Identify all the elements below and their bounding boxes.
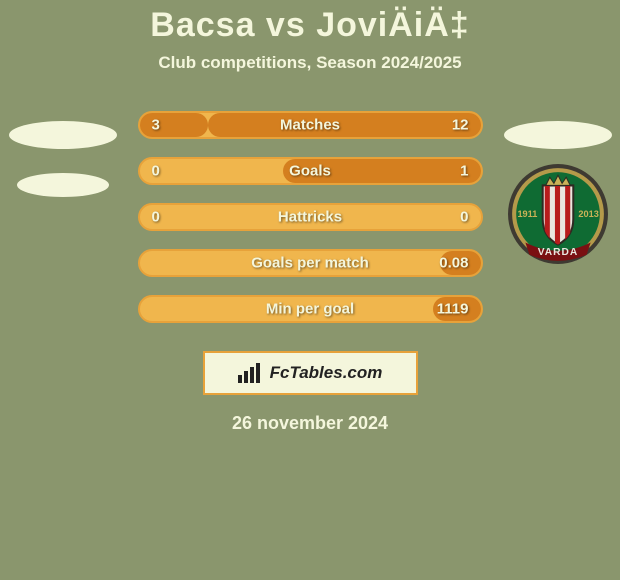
- stat-value-right: 12: [452, 117, 469, 134]
- bar-chart-icon: [238, 363, 264, 383]
- brand-text: FcTables.com: [270, 363, 383, 383]
- stat-bar: Min per goal 1119: [138, 295, 483, 323]
- right-ellipse: [504, 121, 612, 149]
- stat-bar: Goals per match 0.08: [138, 249, 483, 277]
- stat-label: Goals per match: [251, 255, 369, 272]
- stat-bars: Matches 3 12 Goals 0 1 Hattricks 0 0 Goals per ma…: [138, 111, 483, 323]
- brand-badge: FcTables.com: [203, 351, 418, 395]
- page-subtitle: Club competitions, Season 2024/2025: [0, 53, 620, 73]
- stat-value-right: 1: [460, 163, 468, 180]
- stat-bar-fill-right: [208, 113, 481, 137]
- stat-value-left: 0: [152, 163, 160, 180]
- stat-label: Min per goal: [266, 301, 354, 318]
- stat-bar: Hattricks 0 0: [138, 203, 483, 231]
- stat-value-right: 0: [460, 209, 468, 226]
- left-ellipse-1: [17, 173, 109, 197]
- left-player-column: [0, 111, 125, 197]
- stats-area: 1911 2013 VARDA Matches 3 12 Goals 0 1 Hattricks…: [0, 111, 620, 323]
- stat-bar-fill-left: [140, 113, 208, 137]
- left-ellipse-0: [9, 121, 117, 149]
- stat-value-right: 1119: [437, 301, 469, 318]
- svg-text:1911: 1911: [517, 209, 537, 219]
- stat-label: Matches: [280, 117, 340, 134]
- stat-label: Goals: [289, 163, 331, 180]
- svg-text:2013: 2013: [578, 209, 598, 219]
- stat-value-left: 0: [152, 209, 160, 226]
- page-title: Bacsa vs JoviÄiÄ‡: [0, 0, 620, 45]
- club-crest: 1911 2013 VARDA: [507, 163, 609, 265]
- snapshot-date: 26 november 2024: [0, 413, 620, 434]
- stat-label: Hattricks: [278, 209, 342, 226]
- stat-bar: Matches 3 12: [138, 111, 483, 139]
- svg-text:VARDA: VARDA: [537, 247, 578, 258]
- stat-value-right: 0.08: [439, 255, 468, 272]
- stat-value-left: 3: [152, 117, 160, 134]
- stat-bar: Goals 0 1: [138, 157, 483, 185]
- right-player-column: 1911 2013 VARDA: [495, 111, 620, 265]
